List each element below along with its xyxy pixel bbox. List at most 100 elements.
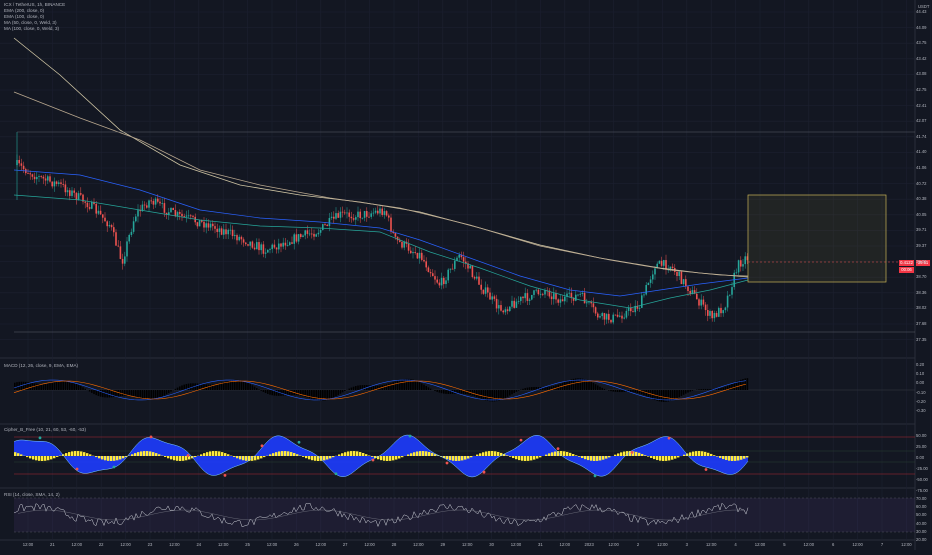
cipher-momentum-bar bbox=[416, 452, 418, 456]
rsi-label[interactable]: RSI (14, close, SMA, 14, 2) bbox=[4, 492, 60, 497]
cipher-momentum-bar bbox=[221, 452, 223, 456]
candle-body bbox=[595, 307, 597, 313]
candle-body bbox=[95, 204, 97, 214]
legend-ma100[interactable]: MA (100, close, 0, Weld, 3) bbox=[4, 26, 65, 32]
price-axis-tick: 40.38 bbox=[916, 196, 926, 201]
cipher-momentum-bar bbox=[137, 452, 139, 456]
macd-label[interactable]: MACD (12, 26, close, 9, EMA, EMA) bbox=[4, 363, 78, 368]
time-axis-tick: 7 bbox=[881, 542, 883, 547]
cipher-momentum-bar bbox=[419, 451, 421, 456]
cipher-momentum-bar bbox=[143, 451, 145, 456]
cipher-momentum-bar bbox=[245, 456, 247, 461]
macd-histogram-bar bbox=[153, 390, 155, 400]
macd-histogram-bar bbox=[692, 390, 694, 391]
candle-body bbox=[687, 286, 689, 291]
macd-histogram-bar bbox=[676, 390, 678, 398]
candle-body bbox=[216, 229, 218, 232]
cipher-dot bbox=[224, 474, 227, 477]
candle-body bbox=[170, 208, 172, 212]
cipher-dot bbox=[483, 471, 486, 474]
candle-body bbox=[711, 311, 713, 318]
cipher-momentum-bar bbox=[599, 456, 601, 460]
cipher-axis-tick: -75.00 bbox=[916, 488, 928, 493]
candle-body bbox=[146, 205, 148, 207]
candle-body bbox=[729, 295, 731, 296]
macd-histogram-bar bbox=[175, 389, 177, 390]
price-axis-tick: 42.07 bbox=[916, 118, 926, 123]
cipher-momentum-bar bbox=[224, 453, 226, 456]
cipher-momentum-bar bbox=[602, 456, 604, 460]
cipher-momentum-bar bbox=[185, 456, 187, 460]
cipher-dot bbox=[705, 468, 708, 471]
cipher-momentum-bar bbox=[233, 456, 235, 457]
candle-body bbox=[505, 309, 507, 312]
time-axis-tick: 12:00 bbox=[120, 542, 130, 547]
candle-body bbox=[150, 200, 152, 201]
cipher-momentum-bar bbox=[650, 456, 652, 458]
candle-body bbox=[597, 314, 599, 318]
candle-body bbox=[722, 310, 724, 313]
candle-body bbox=[685, 279, 687, 286]
candle-body bbox=[285, 243, 287, 246]
candle-body bbox=[604, 313, 606, 319]
candle-body bbox=[544, 290, 546, 294]
cipher-momentum-bar bbox=[578, 456, 580, 457]
cipher-momentum-bar bbox=[422, 451, 424, 456]
macd-histogram-bar bbox=[703, 389, 705, 390]
candle-body bbox=[322, 224, 324, 230]
time-axis-tick: 12:00 bbox=[462, 542, 472, 547]
macd-histogram-bar bbox=[524, 388, 526, 390]
candle-body bbox=[203, 222, 205, 228]
cipher-momentum-bar bbox=[56, 456, 58, 457]
candle-body bbox=[707, 310, 709, 316]
macd-histogram-bar bbox=[634, 390, 636, 393]
candle-body bbox=[186, 216, 188, 217]
macd-histogram-bar bbox=[71, 382, 73, 390]
cipher-momentum-bar bbox=[551, 452, 553, 456]
price-axis-tick: 43.08 bbox=[916, 71, 926, 76]
macd-histogram-bar bbox=[619, 390, 621, 392]
cipher-momentum-bar bbox=[524, 456, 526, 461]
candle-body bbox=[469, 266, 471, 269]
cipher-momentum-bar bbox=[359, 452, 361, 456]
candle-body bbox=[326, 225, 328, 226]
candle-body bbox=[535, 290, 537, 291]
candle-body bbox=[370, 213, 372, 216]
candle-body bbox=[500, 305, 502, 311]
cipher-momentum-bar bbox=[572, 454, 574, 456]
candle-body bbox=[375, 211, 377, 213]
cipher-momentum-bar bbox=[383, 456, 385, 461]
macd-histogram-bar bbox=[443, 390, 445, 394]
cipher-momentum-bar bbox=[719, 456, 721, 458]
cipher-dot bbox=[594, 475, 597, 478]
macd-histogram-bar bbox=[439, 390, 441, 393]
macd-histogram-bar bbox=[478, 390, 480, 398]
candle-body bbox=[650, 279, 652, 282]
candle-body bbox=[447, 270, 449, 281]
macd-histogram-bar bbox=[313, 390, 315, 400]
cipher-momentum-bar bbox=[548, 453, 550, 456]
candle-body bbox=[731, 287, 733, 295]
cipher-momentum-bar bbox=[665, 456, 667, 461]
macd-histogram-bar bbox=[265, 390, 267, 393]
cipher-momentum-bar bbox=[398, 456, 400, 458]
time-axis-tick: 31 bbox=[538, 542, 543, 547]
cipher-dot bbox=[150, 436, 153, 439]
cipher-axis-tick: 50.00 bbox=[916, 433, 926, 438]
macd-histogram-bar bbox=[509, 390, 511, 396]
candle-body bbox=[267, 250, 269, 253]
cipher-momentum-bar bbox=[212, 451, 214, 456]
time-axis-tick: 2023 bbox=[585, 542, 594, 547]
cipher-momentum-bar bbox=[461, 456, 463, 460]
candle-body bbox=[474, 277, 476, 279]
price-axis-tick: 37.35 bbox=[916, 337, 926, 342]
macd-histogram-bar bbox=[725, 387, 727, 390]
candle-body bbox=[210, 224, 212, 228]
rsi-axis-tick: 40.00 bbox=[916, 521, 926, 526]
cipher-label[interactable]: Cipher_B_Free (10, 21, 60, 53, -60, -53) bbox=[4, 427, 86, 432]
candle-body bbox=[476, 277, 478, 279]
candle-body bbox=[47, 176, 49, 180]
macd-histogram-bar bbox=[496, 390, 498, 401]
